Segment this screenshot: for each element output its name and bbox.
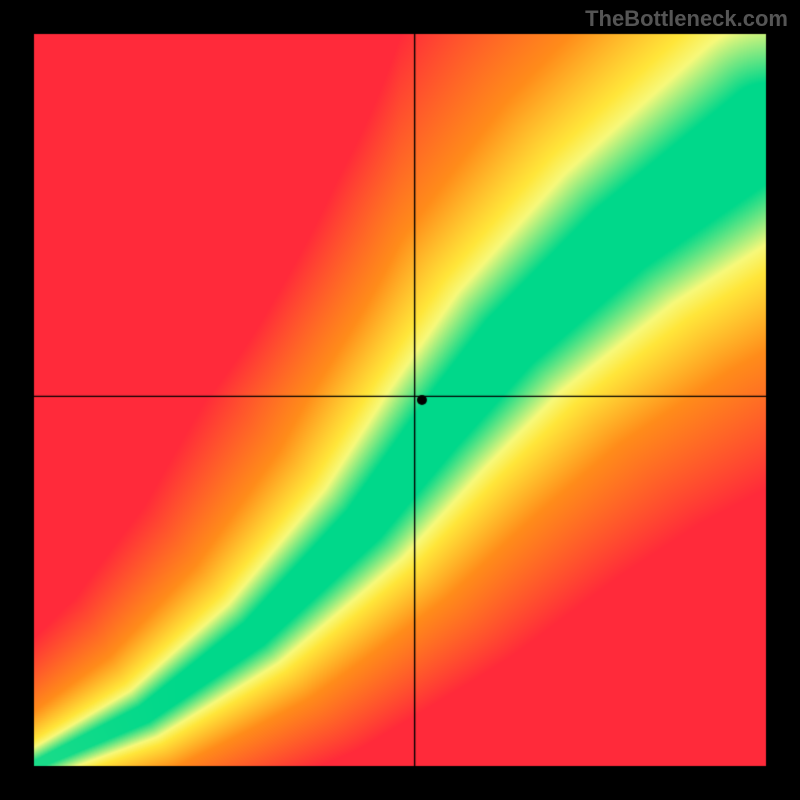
watermark-text: TheBottleneck.com (585, 6, 788, 32)
heatmap-canvas (0, 0, 800, 800)
chart-container (0, 0, 800, 800)
